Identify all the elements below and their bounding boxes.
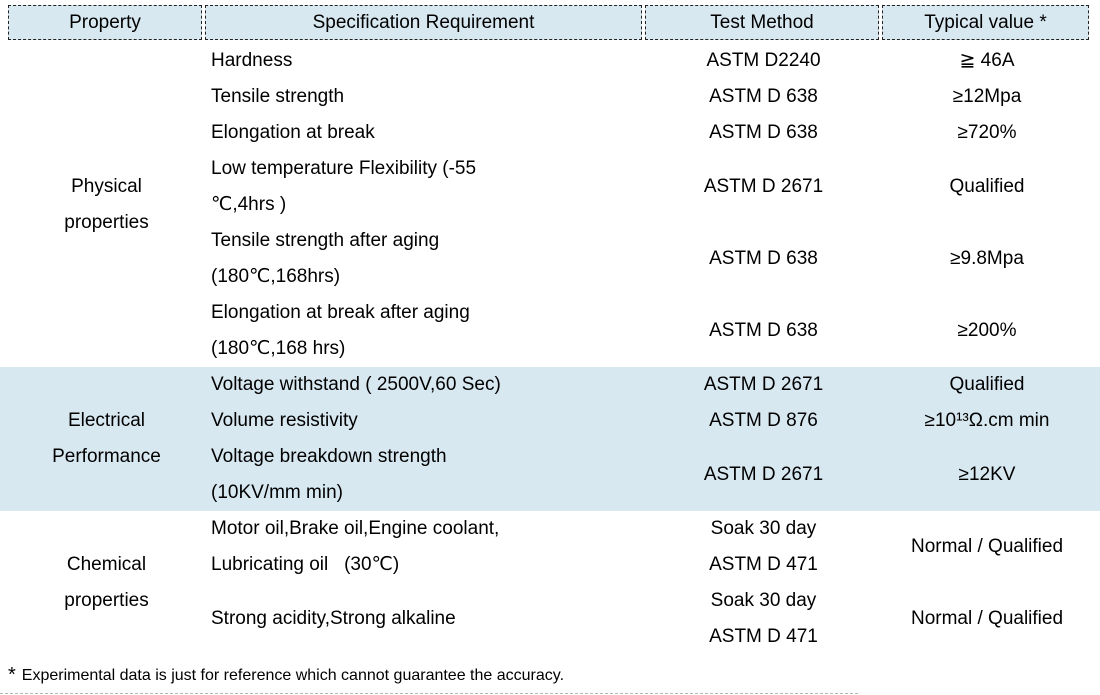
column-header-property: Property xyxy=(8,5,202,40)
table-body: Physical properties Hardness ASTM D2240 … xyxy=(0,43,1100,655)
table-row: Tensile strength ASTM D 638 ≥12Mpa xyxy=(205,79,1100,115)
method-cell: Soak 30 day ASTM D 471 xyxy=(709,518,818,575)
property-group-label: Chemical properties xyxy=(64,554,149,611)
method-cell: Soak 30 day ASTM D 471 xyxy=(709,590,818,647)
method-cell: ASTM D 638 xyxy=(709,248,818,269)
column-header-specification-requirement: Specification Requirement xyxy=(205,5,642,40)
table-row: Hardness ASTM D2240 ≧ 46A xyxy=(205,43,1100,79)
spec-cell: Tensile strength after aging (180℃,168hr… xyxy=(211,230,440,287)
table-row: Motor oil,Brake oil,Engine coolant, Lubr… xyxy=(205,511,1100,583)
method-cell: ASTM D2240 xyxy=(706,50,821,71)
spec-cell: Hardness xyxy=(211,50,293,71)
property-group-label: Electrical Performance xyxy=(52,410,161,467)
spec-cell: Motor oil,Brake oil,Engine coolant, Lubr… xyxy=(211,518,500,575)
table-row: Voltage withstand ( 2500V,60 Sec) ASTM D… xyxy=(205,367,1100,403)
section-rows: Hardness ASTM D2240 ≧ 46A Tensile streng… xyxy=(205,43,1100,367)
method-cell: ASTM D 2671 xyxy=(703,176,824,197)
spec-cell: Strong acidity,Strong alkaline xyxy=(211,608,456,629)
column-header-typical-value: Typical value * xyxy=(882,5,1089,40)
method-cell: ASTM D 638 xyxy=(709,320,818,341)
table-row: Volume resistivity ASTM D 876 ≥10¹³Ω.cm … xyxy=(205,403,1100,439)
spec-cell: Tensile strength xyxy=(211,86,345,107)
table-row: Low temperature Flexibility (-55 ℃,4hrs … xyxy=(205,151,1100,223)
section-rows: Motor oil,Brake oil,Engine coolant, Lubr… xyxy=(205,511,1100,655)
table-row: Tensile strength after aging (180℃,168hr… xyxy=(205,223,1100,295)
spec-cell: Low temperature Flexibility (-55 ℃,4hrs … xyxy=(211,158,477,215)
footnote: * Experimental data is just for referenc… xyxy=(8,665,1100,687)
property-group-label: Physical properties xyxy=(64,176,149,233)
section-electrical-performance: Electrical Performance Voltage withstand… xyxy=(0,367,1100,511)
section-chemical-properties: Chemical properties Motor oil,Brake oil,… xyxy=(0,511,1100,655)
value-cell: ≧ 46A xyxy=(959,50,1015,71)
table-row: Voltage breakdown strength (10KV/mm min)… xyxy=(205,439,1100,511)
spec-cell: Elongation at break after aging (180℃,16… xyxy=(211,302,470,359)
footnote-text: Experimental data is just for reference … xyxy=(21,667,565,684)
spec-cell: Volume resistivity xyxy=(211,410,358,431)
method-cell: ASTM D 638 xyxy=(709,122,818,143)
section-physical-properties: Physical properties Hardness ASTM D2240 … xyxy=(0,43,1100,367)
table-row: Elongation at break ASTM D 638 ≥720% xyxy=(205,115,1100,151)
table-header-row: Property Specification Requirement Test … xyxy=(8,5,1100,40)
method-cell: ASTM D 2671 xyxy=(703,374,824,395)
section-rows: Voltage withstand ( 2500V,60 Sec) ASTM D… xyxy=(205,367,1100,511)
bottom-divider xyxy=(0,693,858,694)
table-row: Elongation at break after aging (180℃,16… xyxy=(205,295,1100,367)
method-cell: ASTM D 2671 xyxy=(703,464,824,485)
value-cell: ≥720% xyxy=(957,122,1017,143)
value-cell: Qualified xyxy=(949,374,1025,395)
method-cell: ASTM D 876 xyxy=(709,410,818,431)
method-cell: ASTM D 638 xyxy=(709,86,818,107)
value-cell: ≥200% xyxy=(957,320,1017,341)
value-cell: ≥9.8Mpa xyxy=(950,248,1024,269)
value-cell: Qualified xyxy=(949,176,1025,197)
spec-cell: Voltage breakdown strength (10KV/mm min) xyxy=(211,446,447,503)
value-cell: ≥12KV xyxy=(958,464,1016,485)
table-row: Strong acidity,Strong alkaline Soak 30 d… xyxy=(205,583,1100,655)
value-cell: Normal / Qualified xyxy=(910,608,1064,629)
footnote-asterisk: * xyxy=(8,664,16,686)
spec-cell: Voltage withstand ( 2500V,60 Sec) xyxy=(211,374,501,395)
spec-cell: Elongation at break xyxy=(211,122,375,143)
value-cell: Normal / Qualified xyxy=(910,536,1064,557)
value-cell: ≥10¹³Ω.cm min xyxy=(924,410,1050,431)
column-header-test-method: Test Method xyxy=(645,5,879,40)
value-cell: ≥12Mpa xyxy=(952,86,1022,107)
